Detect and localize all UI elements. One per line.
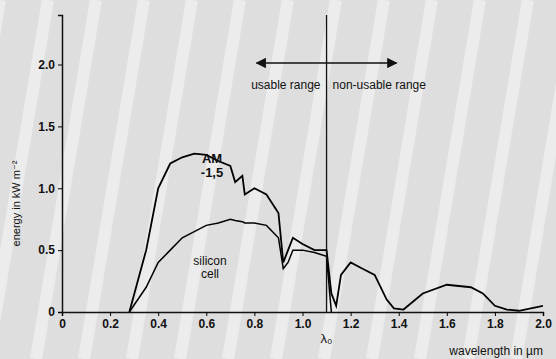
x-tick-mark (303, 312, 304, 316)
x-tick: 0.4 (150, 312, 167, 331)
y-tick-label: 1.5 (38, 120, 55, 134)
x-tick-label: 1.6 (439, 317, 456, 331)
x-tick-mark (110, 312, 111, 316)
x-tick-mark (495, 312, 496, 316)
y-tick-label: 0.5 (38, 243, 55, 257)
y-tick: 1.0 (38, 182, 62, 196)
x-tick-mark (399, 312, 400, 316)
range-arrow (257, 62, 397, 63)
background (0, 0, 556, 359)
lines (129, 154, 543, 312)
y-tick-mark (58, 312, 62, 313)
y-tick-label: 0 (48, 305, 55, 319)
x-axis: 0 0.2 0.4 0.6 0.8 1.0 1.2 1.4 1.6 1.8 2.0 (59, 312, 552, 331)
chart-svg: 0 0.2 0.4 0.6 0.8 1.0 1.2 1.4 1.6 1.8 2.0 0 0.5 1.0 1.… (0, 0, 556, 359)
y-tick-label: 2.0 (38, 58, 55, 72)
y-tick-mark (58, 126, 62, 127)
y-tick-mark (58, 250, 62, 251)
lambda-line (326, 15, 327, 312)
y-tick: 1.5 (38, 120, 62, 134)
x-tick-label: 1.4 (391, 317, 408, 331)
y-tick-label: 1.0 (38, 182, 55, 196)
x-tick: 1.0 (295, 312, 312, 331)
x-tick-label: 0.4 (150, 317, 167, 331)
x-axis-title: wavelength in µm (448, 344, 543, 358)
x-tick: 1.8 (487, 312, 504, 331)
y-axis-title: energy in kW m⁻² (10, 160, 22, 246)
x-tick: 0.8 (247, 312, 264, 331)
x-tick-label: 0.6 (198, 317, 215, 331)
y-tick: 0.5 (38, 243, 62, 257)
annotation: usable range (251, 78, 321, 92)
x-tick-mark (543, 312, 544, 316)
series-label-line: -1,5 (201, 165, 223, 180)
plot: 0 0.2 0.4 0.6 0.8 1.0 1.2 1.4 1.6 1.8 2.0 0 0.5 1.0 1.… (38, 15, 552, 346)
x-axis-line (63, 313, 544, 317)
series-label-line: AM (202, 151, 222, 166)
background-stripe (276, 0, 336, 359)
x-tick: 1.6 (439, 312, 456, 331)
x-tick-label: 0 (59, 317, 66, 331)
x-tick: 2.0 (535, 312, 552, 331)
series-label-line: cell (201, 267, 219, 281)
series-label-line: silicon (193, 254, 226, 268)
series-line (129, 154, 543, 312)
x-tick-label: 1.8 (487, 317, 504, 331)
y-tick-mark (58, 65, 62, 66)
series-label: siliconcell (193, 254, 226, 281)
lambda-label: λ₀ (321, 331, 333, 346)
series-label: AM-1,5 (201, 151, 223, 180)
x-tick-mark (254, 312, 255, 316)
x-tick: 0.6 (198, 312, 215, 331)
background-stripe (516, 0, 556, 359)
x-tick-label: 0.8 (247, 317, 264, 331)
x-tick-mark (158, 312, 159, 316)
x-tick: 0 (59, 312, 66, 331)
y-tick-mark (58, 188, 62, 189)
y-axis-line (58, 16, 63, 313)
x-tick-mark (351, 312, 352, 316)
x-tick-mark (206, 312, 207, 316)
x-tick-label: 1.0 (295, 317, 312, 331)
y-tick: 2.0 (38, 58, 62, 72)
series-line (129, 219, 331, 312)
x-tick: 0.2 (102, 312, 119, 331)
x-tick-label: 1.2 (343, 317, 360, 331)
y-tick: 0 (48, 305, 62, 319)
x-tick-label: 2.0 (535, 317, 552, 331)
x-tick: 1.2 (343, 312, 360, 331)
y-axis: 0 0.5 1.0 1.5 2.0 (38, 16, 62, 320)
x-tick-label: 0.2 (102, 317, 119, 331)
x-tick-mark (447, 312, 448, 316)
x-tick: 1.4 (391, 312, 408, 331)
annotation: non-usable range (333, 78, 427, 92)
background-rect (0, 0, 556, 359)
